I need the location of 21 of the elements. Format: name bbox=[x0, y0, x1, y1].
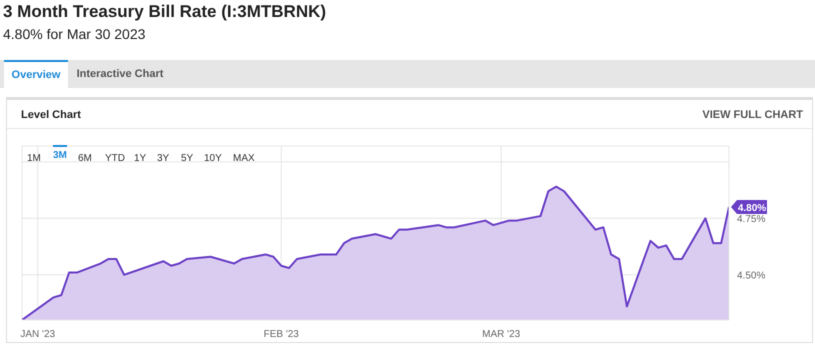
y-tick-label: 4.75% bbox=[737, 214, 766, 225]
annotation: 1Y bbox=[134, 152, 146, 165]
x-tick-label: MAR '23 bbox=[482, 329, 521, 340]
x-tick-label: JAN '23 bbox=[20, 329, 56, 340]
text: VIEW FULL CHART bbox=[702, 109, 803, 121]
annotation: 4.80% bbox=[738, 203, 766, 214]
annotation: 3M bbox=[53, 145, 67, 165]
annotation: 1M bbox=[27, 152, 41, 165]
text: Level Chart bbox=[21, 109, 81, 121]
chart-subtitle: 4.80% for Mar 30 2023 bbox=[3, 26, 146, 42]
y-tick-label: 4.50% bbox=[737, 270, 766, 282]
text: Overview bbox=[4, 60, 68, 88]
annotation: 3Y bbox=[157, 152, 170, 165]
x-tick-label: FEB '23 bbox=[264, 329, 300, 340]
annotation: 10Y bbox=[204, 152, 222, 165]
annotation: 6M bbox=[78, 152, 92, 165]
annotation: YTD bbox=[105, 152, 125, 165]
annotation: MAX bbox=[233, 152, 255, 165]
text: Interactive Chart bbox=[76, 67, 164, 82]
annotation: 5Y bbox=[181, 152, 194, 165]
chart-title: 3 Month Treasury Bill Rate (I:3MTBRNK) bbox=[3, 2, 326, 22]
